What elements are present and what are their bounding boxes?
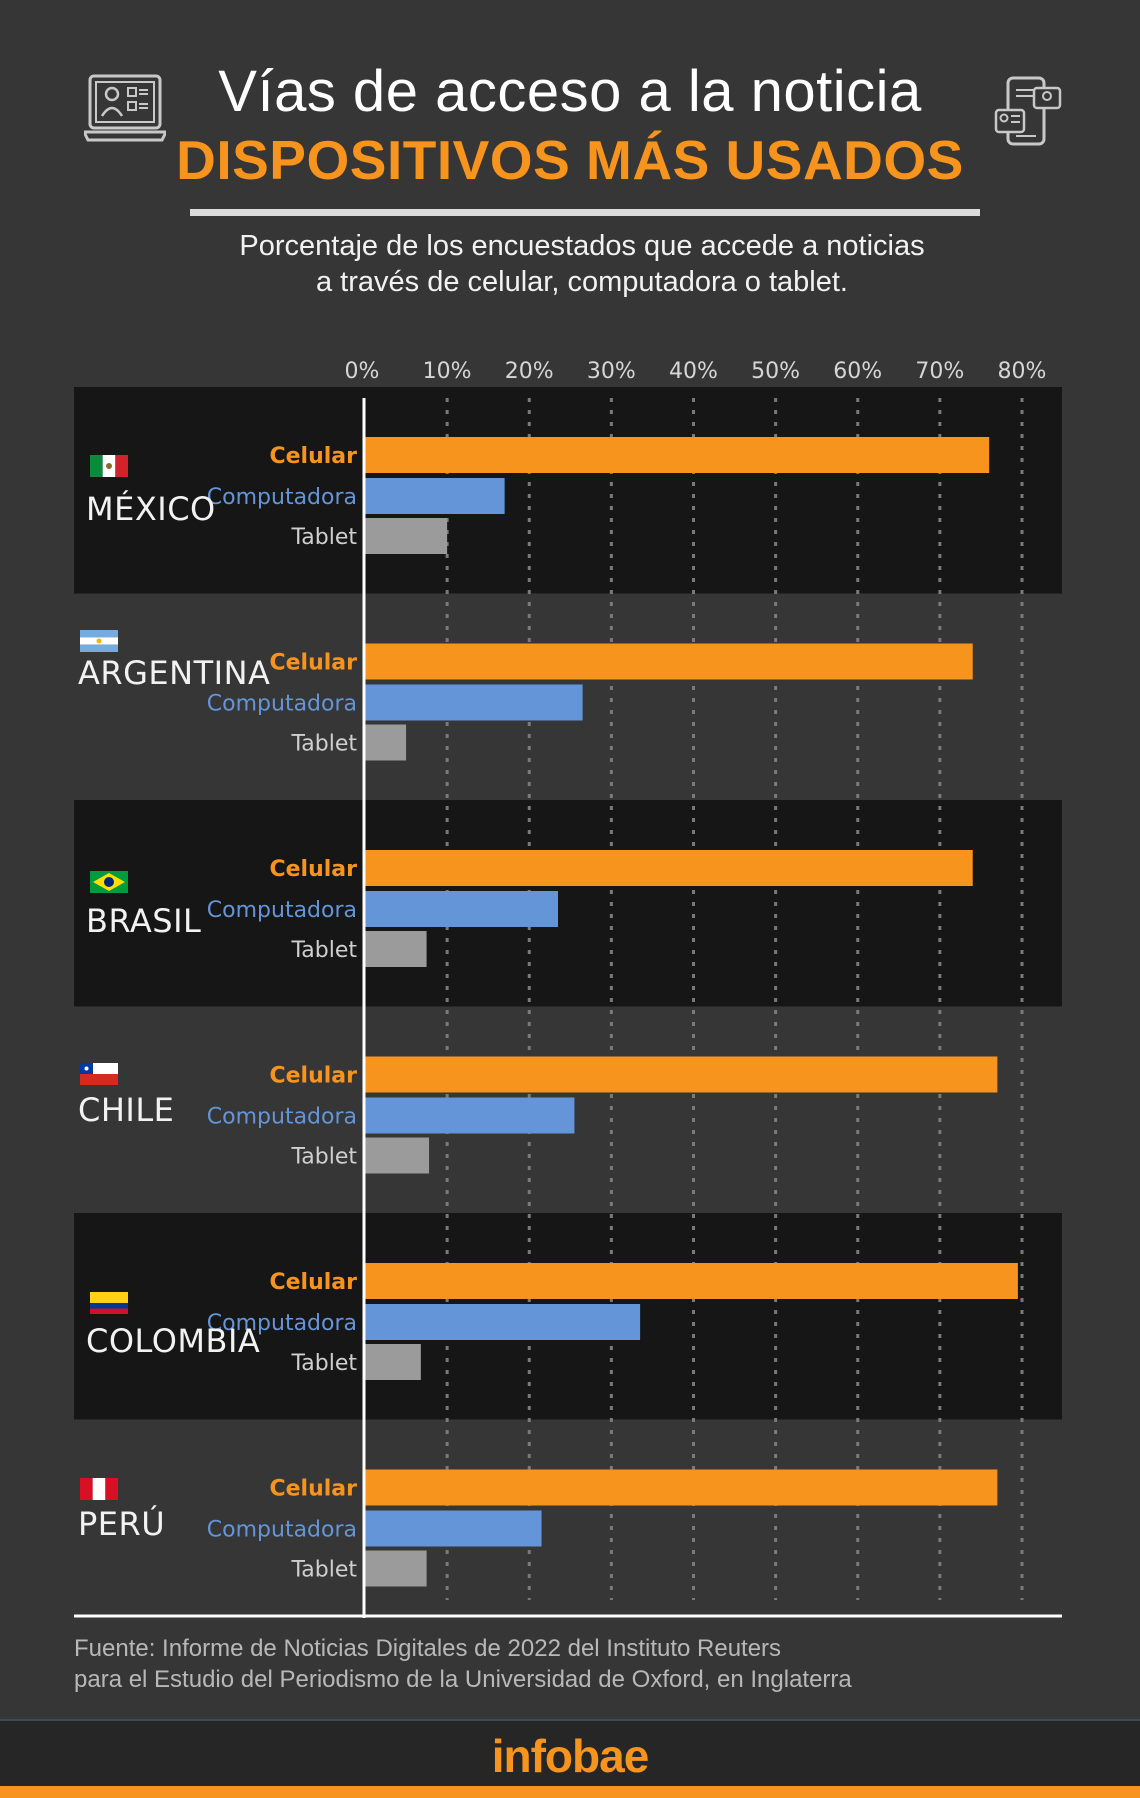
x-tick-label: 20% (505, 359, 554, 384)
series-label: Computadora (207, 1105, 357, 1130)
flag-emblem (106, 463, 112, 469)
x-tick-label: 10% (423, 359, 472, 384)
x-tick-label: 50% (751, 359, 800, 384)
x-tick-label: 40% (669, 359, 718, 384)
description-line-1: Porcentaje de los encuestados que accede… (239, 230, 925, 262)
laptop-profile-icon (81, 74, 169, 149)
x-tick-label: 80% (998, 359, 1047, 384)
series-label: Computadora (207, 692, 357, 717)
footer-bar: infobae (0, 1719, 1140, 1798)
series-label: Celular (269, 444, 357, 469)
mexico-flag-icon (90, 455, 128, 477)
group-band (74, 800, 1062, 1007)
flag-globe (104, 877, 114, 887)
argentina-flag-icon (80, 630, 118, 652)
series-label: Celular (269, 1477, 357, 1502)
country-label: MÉXICO (86, 490, 216, 528)
series-label: Tablet (290, 525, 357, 550)
bar-celular (365, 1263, 1018, 1299)
colombia-flag-icon (90, 1292, 128, 1314)
series-label: Tablet (290, 1145, 357, 1170)
group-band (74, 387, 1062, 594)
series-label: Celular (269, 857, 357, 882)
bar-tablet (365, 518, 448, 554)
x-tick-label: 30% (587, 359, 636, 384)
multiple-devices-icon (994, 76, 1064, 153)
series-label: Tablet (290, 732, 357, 757)
bar-computadora (365, 891, 558, 927)
flag-stripe (105, 1478, 118, 1500)
flag-stripe (90, 1292, 128, 1303)
x-tick-label: 60% (833, 359, 882, 384)
bar-computadora (365, 684, 583, 721)
flag-stripe (80, 644, 118, 652)
source-line-1: Fuente: Informe de Noticias Digitales de… (74, 1635, 782, 1662)
bar-computadora (365, 1097, 575, 1134)
series-label: Tablet (290, 938, 357, 963)
series-label: Computadora (207, 1311, 357, 1336)
flag-star (84, 1066, 89, 1071)
bar-chart: 0% 10% 20% 30% 40% 50% 60% 70% 80% Celular Computa… (74, 359, 1062, 1618)
source-line-2: para el Estudio del Periodismo de la Uni… (74, 1666, 852, 1693)
country-label: CHILE (78, 1091, 174, 1129)
chart-title: Vías de acceso a la noticia (218, 59, 922, 124)
series-label: Computadora (207, 485, 357, 510)
flag-stripe (80, 1063, 118, 1074)
bar-tablet (365, 1344, 421, 1380)
bar-tablet (365, 931, 427, 967)
bar-celular (365, 850, 973, 886)
series-label: Computadora (207, 898, 357, 923)
flag-stripe (80, 1478, 93, 1500)
series-label: Celular (269, 651, 357, 676)
chile-flag-icon (80, 1063, 118, 1085)
flag-stripe (90, 1308, 128, 1314)
bar-tablet (365, 1550, 427, 1587)
country-label: PERÚ (78, 1504, 165, 1543)
brazil-flag-icon (90, 871, 128, 893)
country-label: BRASIL (86, 902, 201, 940)
bar-computadora (365, 478, 505, 514)
series-label: Computadora (207, 1518, 357, 1543)
bar-tablet (365, 724, 407, 761)
bar-tablet (365, 1137, 430, 1174)
footer-accent-line (0, 1786, 1140, 1798)
x-tick-label: 0% (345, 359, 380, 384)
flag-stripe (90, 455, 103, 477)
series-label: Tablet (290, 1558, 357, 1583)
flag-stripe (92, 1478, 106, 1500)
peru-flag-icon (80, 1478, 118, 1500)
title-divider (190, 209, 980, 216)
x-tick-label: 70% (915, 359, 964, 384)
series-label: Tablet (290, 1351, 357, 1376)
source-note: Fuente: Informe de Noticias Digitales de… (74, 1633, 852, 1695)
chart-description: Porcentaje de los encuestados que accede… (0, 228, 1140, 300)
flag-stripe (115, 455, 128, 477)
flag-stripe (80, 630, 118, 638)
bar-celular (365, 643, 973, 680)
flag-stripe (80, 1074, 118, 1085)
series-label: Celular (269, 1270, 357, 1295)
country-label: COLOMBIA (86, 1322, 260, 1360)
description-line-2: a través de celular, computadora o table… (316, 266, 848, 298)
flag-stripe (90, 1303, 128, 1309)
series-label: Celular (269, 1064, 357, 1089)
chart-subtitle: DISPOSITIVOS MÁS USADOS (176, 129, 964, 191)
bar-computadora (365, 1510, 542, 1547)
infobae-logo: infobae (491, 1730, 650, 1782)
bar-celular (365, 1469, 998, 1506)
country-label: ARGENTINA (78, 654, 270, 692)
flag-sun (96, 638, 102, 644)
bar-computadora (365, 1304, 641, 1340)
bar-celular (365, 437, 990, 473)
bar-celular (365, 1056, 998, 1093)
